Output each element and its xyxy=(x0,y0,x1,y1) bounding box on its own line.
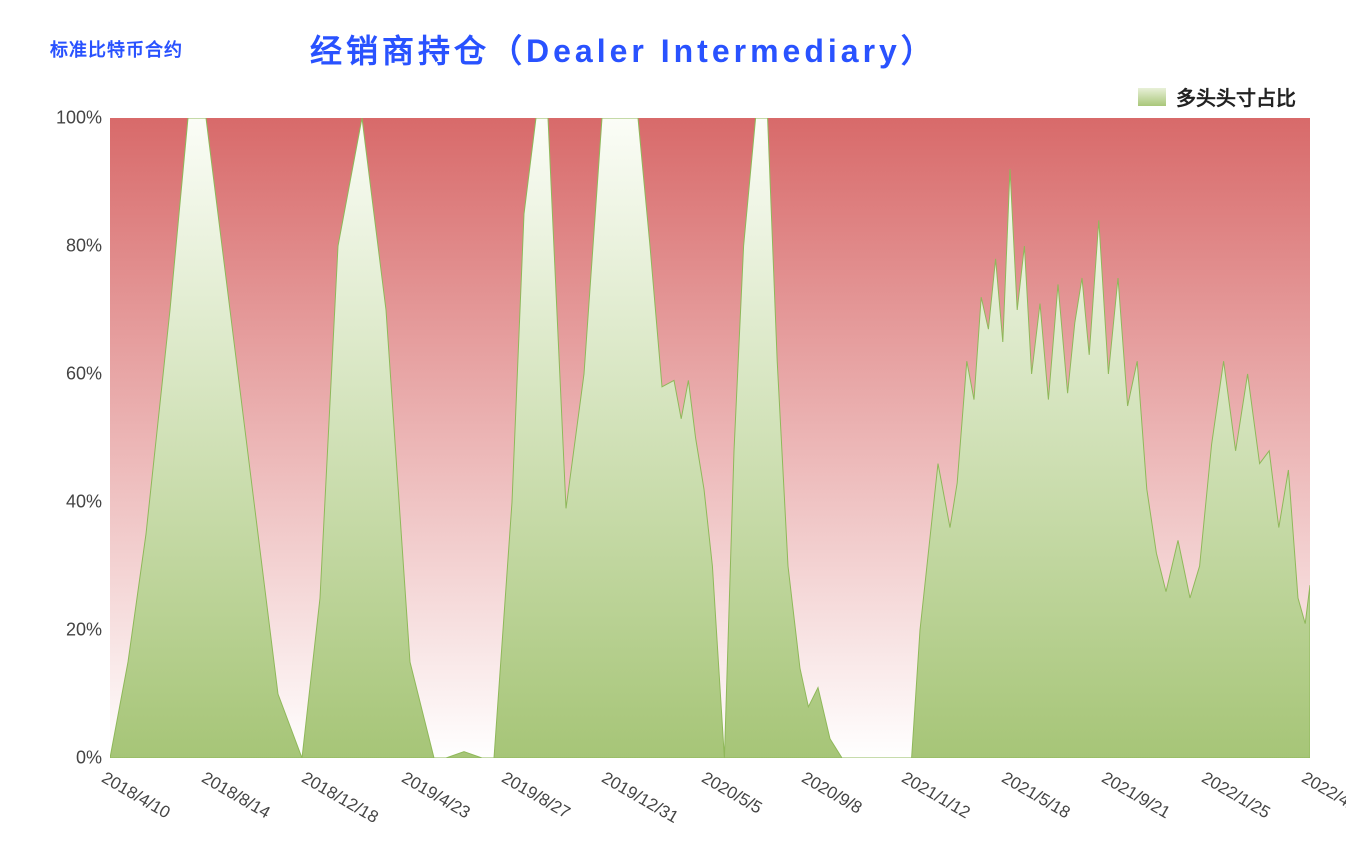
y-tick-label: 40% xyxy=(66,492,102,513)
x-tick-label: 2022/4/19 xyxy=(1298,768,1346,823)
y-tick-label: 60% xyxy=(66,364,102,385)
x-tick-label: 2018/4/10 xyxy=(98,768,174,823)
x-tick-label: 2020/5/5 xyxy=(698,768,765,818)
chart-title: 经销商持仓（Dealer Intermediary） xyxy=(310,26,937,72)
y-axis: 0%20%40%60%80%100% xyxy=(40,118,108,758)
x-tick-label: 2021/1/12 xyxy=(898,768,974,823)
y-tick-label: 20% xyxy=(66,620,102,641)
chart-svg xyxy=(110,118,1310,758)
y-tick-label: 80% xyxy=(66,236,102,257)
x-tick-label: 2020/9/8 xyxy=(798,768,865,818)
x-tick-label: 2019/12/31 xyxy=(598,768,682,828)
chart-container: 0%20%40%60%80%100% 2018/4/102018/8/14201… xyxy=(40,118,1320,838)
x-axis: 2018/4/102018/8/142018/12/182019/4/23201… xyxy=(110,758,1310,838)
x-tick-label: 2018/8/14 xyxy=(198,768,274,823)
chart-subtitle: 标准比特币合约 xyxy=(50,36,183,62)
legend-label: 多头头寸占比 xyxy=(1176,82,1296,111)
plot-area xyxy=(110,118,1310,758)
x-tick-label: 2019/8/27 xyxy=(498,768,574,823)
x-tick-label: 2022/1/25 xyxy=(1198,768,1274,823)
x-tick-label: 2018/12/18 xyxy=(298,768,382,828)
legend: 多头头寸占比 xyxy=(1138,82,1296,111)
x-tick-label: 2019/4/23 xyxy=(398,768,474,823)
legend-swatch xyxy=(1138,88,1166,106)
y-tick-label: 100% xyxy=(56,108,102,129)
x-tick-label: 2021/9/21 xyxy=(1098,768,1174,823)
y-tick-label: 0% xyxy=(76,748,102,769)
x-tick-label: 2021/5/18 xyxy=(998,768,1074,823)
